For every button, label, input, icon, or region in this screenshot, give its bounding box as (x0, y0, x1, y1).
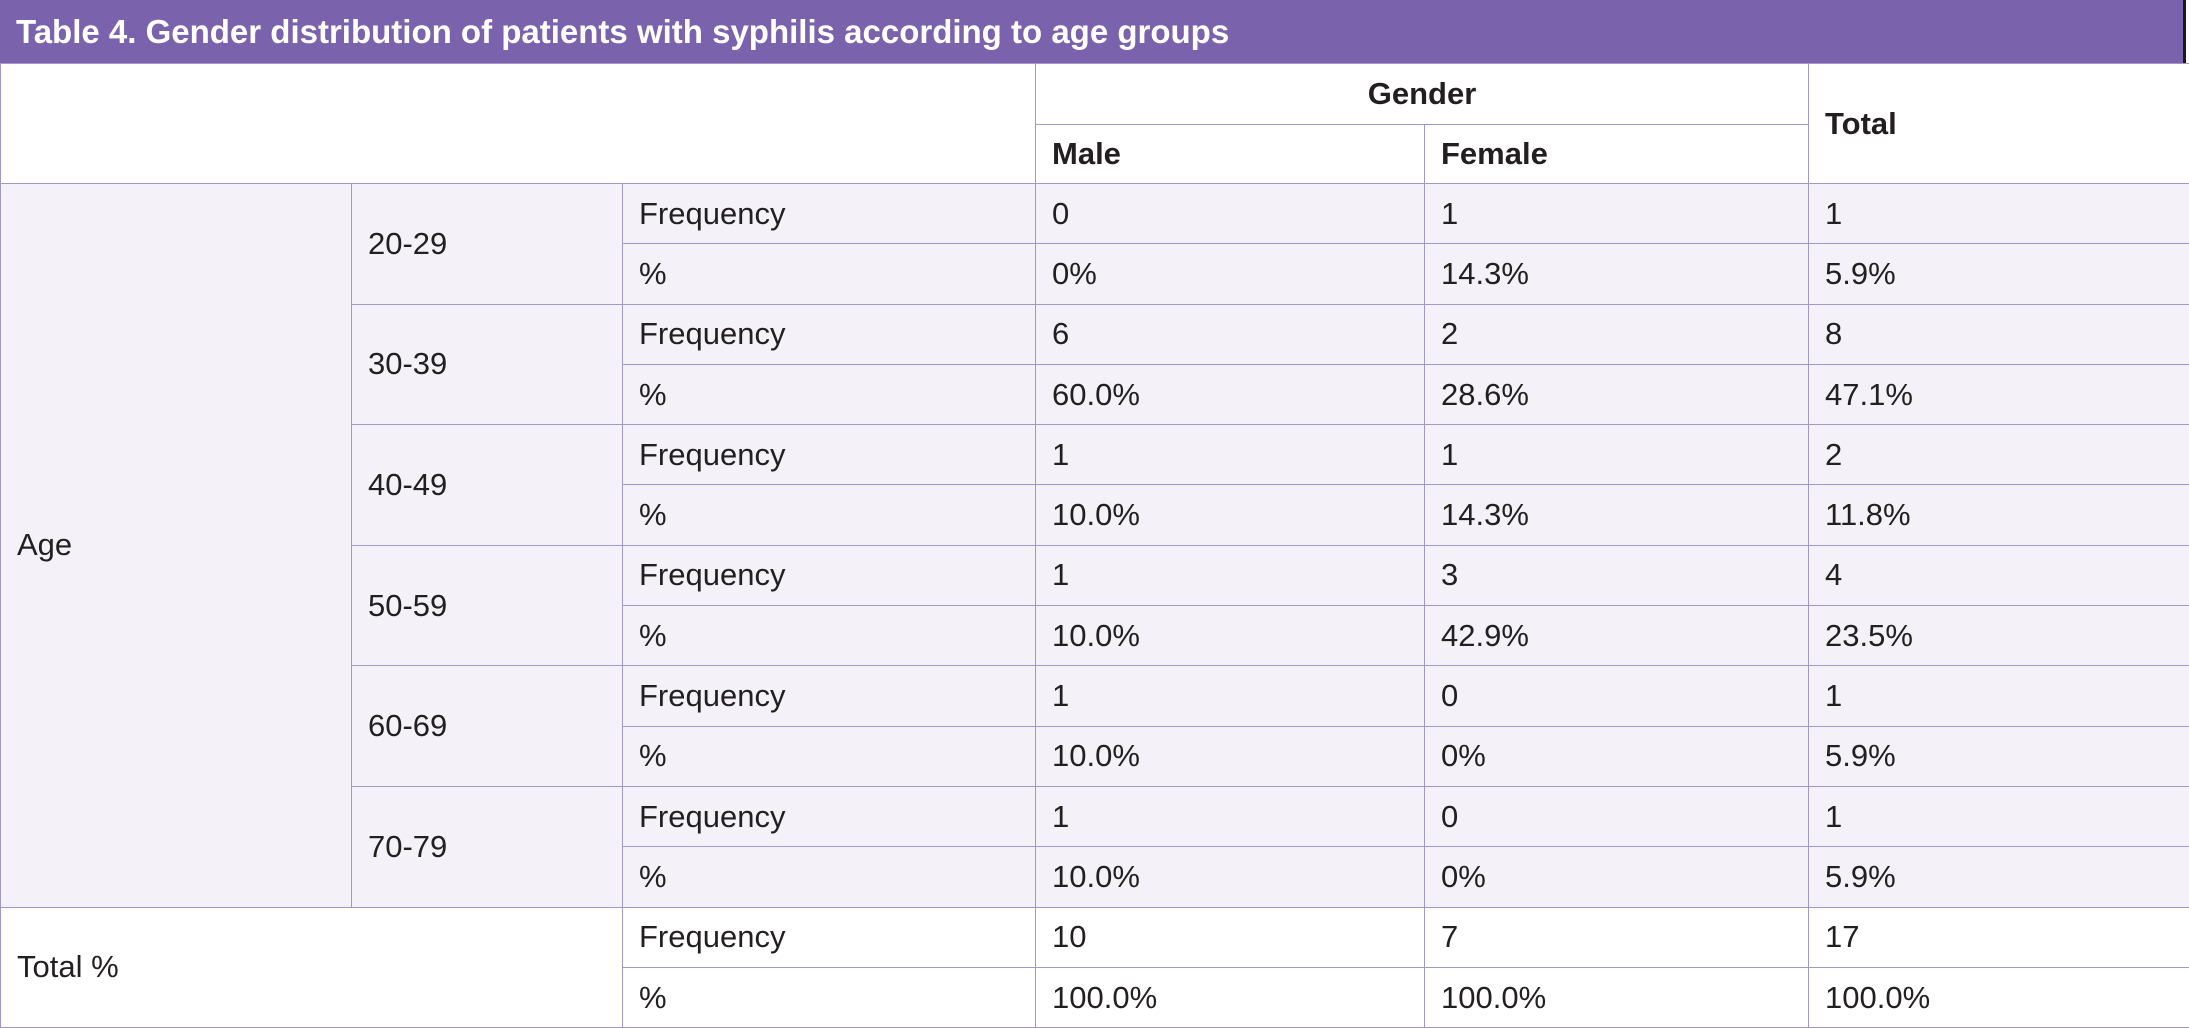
male-frequency: 1 (1035, 544, 1425, 607)
table-row: Age 20-29 Frequency 0 1 1 (0, 182, 2189, 908)
header-blank-cell (0, 63, 1036, 184)
header-gender: Gender (1035, 63, 1809, 125)
table-row: % 10.0% 0% 5.9% (1, 725, 2189, 787)
header-female: Female (1424, 124, 1809, 184)
percent-label: % (622, 605, 1036, 667)
age-group-label: 30-39 (351, 303, 623, 426)
total-percent: 23.5% (1808, 605, 2189, 667)
age-group-label: 20-29 (351, 183, 623, 305)
age-label: Age (0, 183, 352, 908)
total-percent: 11.8% (1808, 484, 2189, 546)
female-percent: 14.3% (1424, 243, 1809, 305)
age-group-label: 60-69 (351, 665, 623, 787)
total-label: Total % (0, 906, 623, 1028)
female-percent: 14.3% (1424, 484, 1809, 546)
total-percent: 100.0% (1808, 966, 2189, 1028)
table-row: % 10.0% 14.3% 11.8% (1, 484, 2189, 546)
male-frequency: 0 (1035, 182, 1425, 245)
total-frequency: 1 (1808, 665, 2189, 727)
male-percent: 100.0% (1035, 966, 1425, 1028)
female-frequency: 0 (1424, 785, 1809, 848)
male-percent: 60.0% (1035, 363, 1425, 426)
male-percent: 0% (1035, 243, 1425, 305)
table-row: 30-39 Frequency 6 2 8 (1, 303, 2189, 426)
female-percent: 42.9% (1424, 605, 1809, 667)
frequency-label: Frequency (622, 785, 1036, 848)
female-frequency: 7 (1424, 906, 1809, 968)
total-percent: 47.1% (1808, 363, 2189, 426)
age-group-label: 50-59 (351, 544, 623, 667)
female-frequency: 2 (1424, 303, 1809, 365)
table-row: 70-79 Frequency 1 0 1 (1, 785, 2189, 908)
frequency-label: Frequency (622, 303, 1036, 365)
header-total: Total (1808, 63, 2189, 184)
header-male: Male (1035, 124, 1425, 184)
frequency-label: Frequency (622, 424, 1036, 486)
percent-label: % (622, 846, 1036, 908)
percent-label: % (622, 484, 1036, 546)
male-frequency: 1 (1035, 785, 1425, 848)
total-percent: 5.9% (1808, 725, 2189, 787)
table-row: 60-69 Frequency 1 0 1 (1, 665, 2189, 787)
total-frequency: 17 (1808, 906, 2189, 968)
total-row: % 100.0% 100.0% 100.0% (1, 966, 2189, 1028)
female-percent: 0% (1424, 725, 1809, 787)
female-percent: 100.0% (1424, 966, 1809, 1028)
male-frequency: 1 (1035, 424, 1425, 486)
female-frequency: 1 (1424, 424, 1809, 486)
percent-label: % (622, 966, 1036, 1028)
percent-label: % (622, 243, 1036, 305)
male-frequency: 1 (1035, 665, 1425, 727)
total-frequency: 4 (1808, 544, 2189, 607)
table-title: Table 4. Gender distribution of patients… (0, 0, 2186, 63)
percent-label: % (622, 725, 1036, 787)
age-group-label: 70-79 (351, 785, 623, 908)
male-frequency: 10 (1035, 906, 1425, 968)
male-frequency: 6 (1035, 303, 1425, 365)
female-frequency: 3 (1424, 544, 1809, 607)
male-percent: 10.0% (1035, 725, 1425, 787)
total-row: Total % Frequency 10 7 17 (0, 906, 2189, 1028)
female-frequency: 0 (1424, 665, 1809, 727)
male-percent: 10.0% (1035, 484, 1425, 546)
frequency-label: Frequency (622, 182, 1036, 245)
total-frequency: 2 (1808, 424, 2189, 486)
male-percent: 10.0% (1035, 846, 1425, 908)
total-frequency: 1 (1808, 785, 2189, 848)
female-frequency: 1 (1424, 182, 1809, 245)
header-row-gender: Gender Total (0, 63, 2189, 184)
age-group-label: 40-49 (351, 424, 623, 546)
table-row: % 0% 14.3% 5.9% (1, 243, 2189, 305)
total-percent: 5.9% (1808, 243, 2189, 305)
table-row: % 10.0% 0% 5.9% (1, 846, 2189, 908)
gender-age-table: Gender Total Male Female Age 20-29 Frequen… (0, 63, 2189, 1028)
table-row: % 60.0% 28.6% 47.1% (1, 363, 2189, 426)
male-percent: 10.0% (1035, 605, 1425, 667)
frequency-label: Frequency (622, 665, 1036, 727)
total-frequency: 1 (1808, 182, 2189, 245)
frequency-label: Frequency (622, 544, 1036, 607)
table-row: 40-49 Frequency 1 1 2 (1, 424, 2189, 546)
percent-label: % (622, 363, 1036, 426)
header-row-sex: Male Female (1, 124, 2189, 184)
table-row: % 10.0% 42.9% 23.5% (1, 605, 2189, 667)
table-row: 50-59 Frequency 1 3 4 (1, 544, 2189, 667)
frequency-label: Frequency (622, 906, 1036, 968)
total-frequency: 8 (1808, 303, 2189, 365)
total-percent: 5.9% (1808, 846, 2189, 908)
female-percent: 28.6% (1424, 363, 1809, 426)
female-percent: 0% (1424, 846, 1809, 908)
